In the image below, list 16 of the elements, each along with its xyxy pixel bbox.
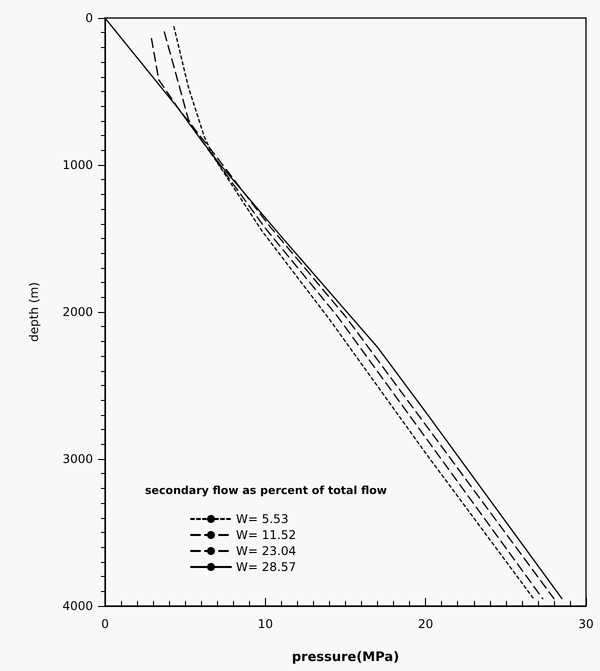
legend-title: secondary flow as percent of total flow xyxy=(145,484,387,497)
legend-label: W= 23.04 xyxy=(236,544,296,558)
x-tick-label: 20 xyxy=(418,617,434,631)
x-axis-title: pressure(MPa) xyxy=(292,650,400,665)
y-axis-title: depth (m) xyxy=(27,282,41,342)
y-tick-label: 3000 xyxy=(62,452,93,466)
y-tick-label: 4000 xyxy=(62,599,93,613)
y-tick-label: 0 xyxy=(85,11,93,25)
x-tick-label: 30 xyxy=(578,617,594,631)
legend-label: W= 28.57 xyxy=(236,560,296,574)
legend-label: W= 11.52 xyxy=(236,528,296,542)
legend-label: W= 5.53 xyxy=(236,512,288,526)
y-tick-label: 1000 xyxy=(62,158,93,172)
x-tick-label: 0 xyxy=(101,617,109,631)
y-tick-label: 2000 xyxy=(62,305,93,319)
x-tick-label: 10 xyxy=(258,617,273,631)
